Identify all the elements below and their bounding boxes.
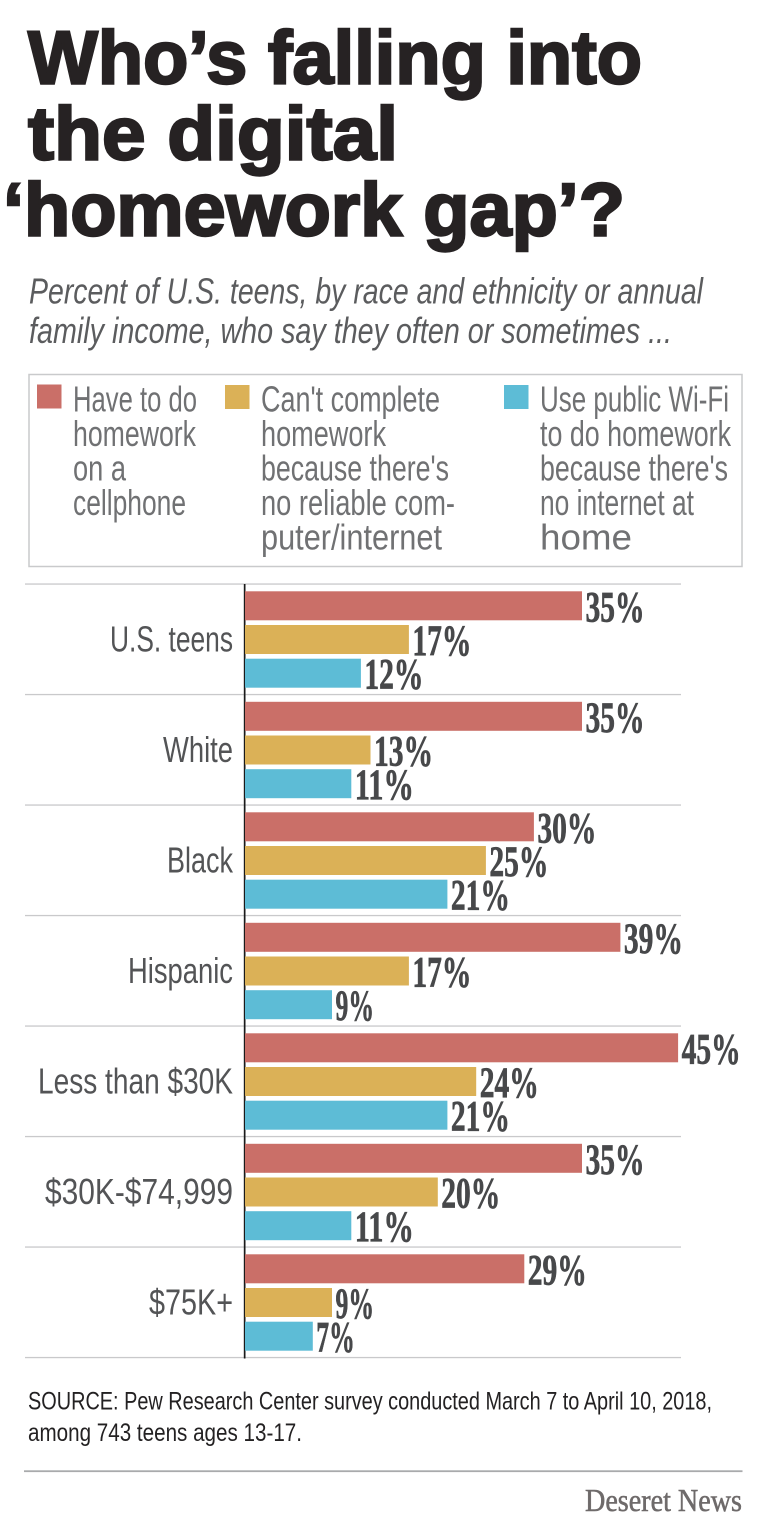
svg-text:29%: 29% bbox=[528, 1247, 587, 1294]
svg-text:$75K+: $75K+ bbox=[149, 1282, 233, 1323]
svg-text:35%: 35% bbox=[586, 1137, 645, 1184]
svg-text:home: home bbox=[540, 516, 632, 557]
svg-text:11%: 11% bbox=[355, 762, 414, 809]
svg-text:24%: 24% bbox=[480, 1060, 539, 1107]
svg-text:the digital: the digital bbox=[28, 92, 398, 176]
svg-text:no reliable com-: no reliable com- bbox=[261, 482, 455, 523]
svg-text:45%: 45% bbox=[682, 1026, 741, 1073]
svg-text:13%: 13% bbox=[374, 729, 433, 776]
svg-text:$30K-$74,999: $30K-$74,999 bbox=[45, 1171, 233, 1212]
svg-text:because there's: because there's bbox=[540, 447, 728, 488]
svg-text:Use public Wi-Fi: Use public Wi-Fi bbox=[540, 378, 729, 419]
svg-text:cellphone: cellphone bbox=[73, 482, 186, 523]
svg-text:11%: 11% bbox=[355, 1204, 414, 1251]
svg-text:homework: homework bbox=[261, 413, 387, 454]
svg-text:Deseret News: Deseret News bbox=[585, 1482, 742, 1518]
svg-text:Have to do: Have to do bbox=[73, 378, 197, 419]
svg-text:family income, who say they of: family income, who say they often or som… bbox=[29, 310, 672, 351]
svg-text:Can't complete: Can't complete bbox=[261, 378, 440, 419]
svg-text:39%: 39% bbox=[624, 916, 683, 963]
svg-text:17%: 17% bbox=[412, 950, 471, 997]
svg-text:puter/internet: puter/internet bbox=[261, 516, 442, 557]
svg-text:35%: 35% bbox=[586, 695, 645, 742]
svg-text:homework: homework bbox=[73, 413, 197, 454]
svg-text:because there's: because there's bbox=[261, 447, 449, 488]
svg-text:White: White bbox=[163, 729, 233, 770]
svg-text:no internet at: no internet at bbox=[540, 482, 694, 523]
svg-text:9%: 9% bbox=[336, 983, 375, 1030]
svg-text:12%: 12% bbox=[364, 652, 423, 699]
svg-text:9%: 9% bbox=[336, 1281, 375, 1328]
svg-text:to do homework: to do homework bbox=[540, 413, 732, 454]
svg-text:on a: on a bbox=[73, 447, 127, 488]
svg-text:7%: 7% bbox=[316, 1315, 355, 1362]
svg-text:Black: Black bbox=[167, 840, 234, 881]
svg-text:U.S. teens: U.S. teens bbox=[110, 619, 233, 660]
svg-text:20%: 20% bbox=[441, 1171, 500, 1218]
svg-text:SOURCE: Pew Research Center su: SOURCE: Pew Research Center survey condu… bbox=[28, 1388, 712, 1416]
svg-text:25%: 25% bbox=[489, 839, 548, 886]
svg-text:21%: 21% bbox=[451, 873, 510, 920]
svg-text:17%: 17% bbox=[412, 618, 471, 665]
svg-text:Less than $30K: Less than $30K bbox=[38, 1061, 233, 1102]
svg-text:‘homework gap’?: ‘homework gap’? bbox=[3, 168, 625, 252]
svg-text:Percent of U.S. teens, by race: Percent of U.S. teens, by race and ethni… bbox=[29, 270, 704, 311]
svg-text:21%: 21% bbox=[451, 1094, 510, 1141]
svg-text:35%: 35% bbox=[586, 584, 645, 631]
svg-text:among 743 teens ages 13-17.: among 743 teens ages 13-17. bbox=[28, 1419, 302, 1447]
svg-text:Hispanic: Hispanic bbox=[128, 950, 233, 991]
svg-text:Who’s falling into: Who’s falling into bbox=[28, 16, 642, 100]
svg-text:30%: 30% bbox=[537, 805, 596, 852]
